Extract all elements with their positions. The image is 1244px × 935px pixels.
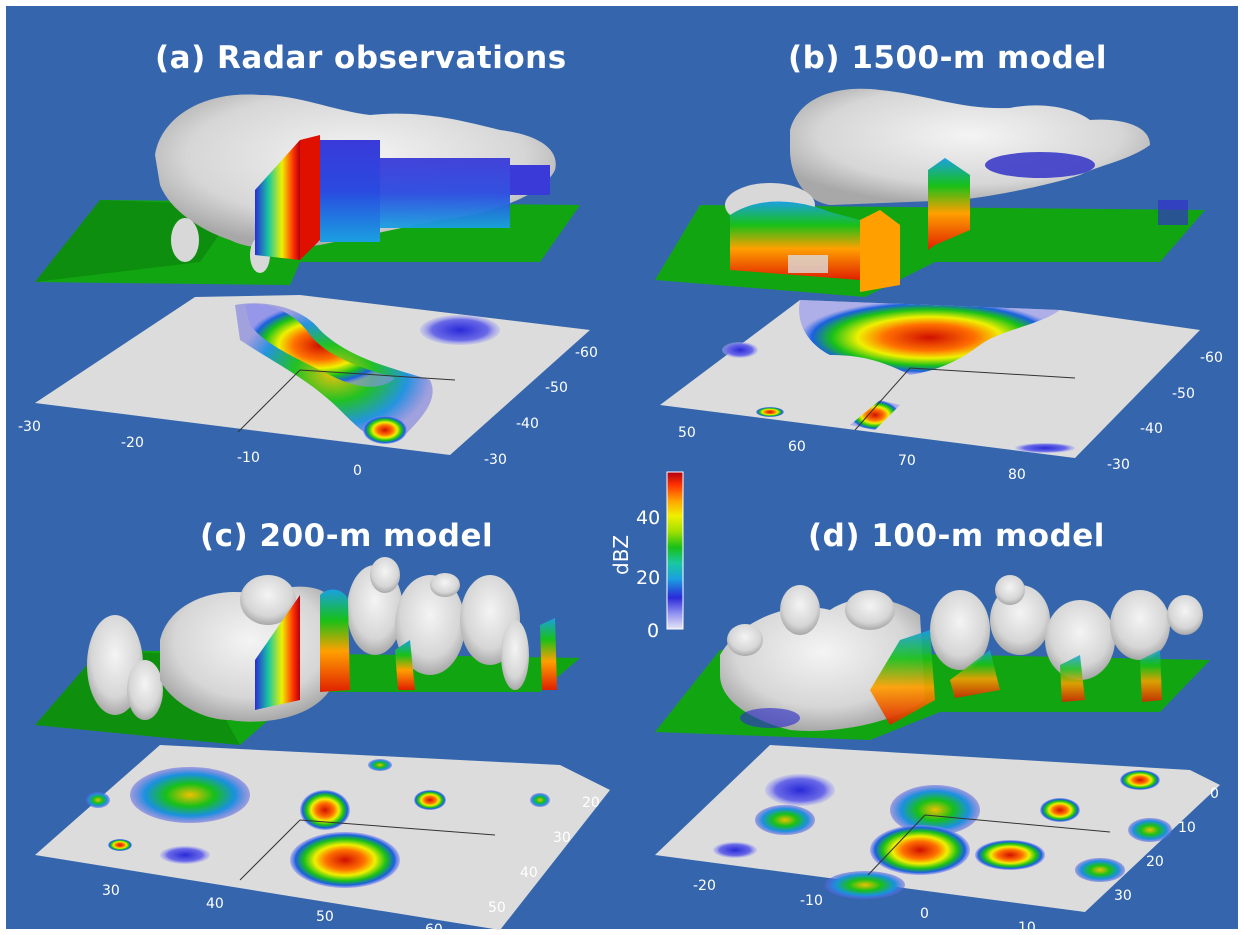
panel-c-xtick: 40 [206,896,224,912]
panel-d-xtick: 0 [920,906,929,922]
panel-b-section-right [928,158,970,250]
panel-b-ytick: -40 [1140,421,1163,437]
panel-d-clouds [720,575,1203,731]
panel-a: -30 -20 -10 0 -60 -50 -40 -30 [18,94,598,479]
panel-d-xtick: -20 [693,878,716,894]
panel-d-ytick: 10 [1178,820,1196,836]
colorbar-tick: 20 [636,567,660,589]
panel-c-title: (c) 200-m model [200,518,494,554]
colorbar: 0 20 40 dBZ [609,471,684,642]
panel-a-ytick: -60 [575,345,598,361]
panel-a-section-left [255,140,300,260]
panel-c-clouds [87,557,529,722]
panel-c-ytick: 50 [488,900,506,916]
panel-d-ytick: 30 [1114,888,1132,904]
panel-b-ytick: -30 [1107,457,1130,473]
panel-c-xtick: 50 [316,909,334,925]
panel-c: 30 40 50 60 20 30 40 50 [35,557,610,935]
colorbar-scale [666,471,684,630]
panel-c-xtick: 30 [102,883,120,899]
panel-c-ytick: 40 [520,865,538,881]
panel-a-xtick: -10 [237,450,260,466]
panel-b-ytick: -60 [1200,350,1223,366]
panel-c-ytick: 30 [553,830,571,846]
panel-c-xtick: 60 [425,922,443,935]
panel-d: -20 -10 0 10 0 10 20 30 [655,575,1220,935]
panel-d-xtick: -10 [800,893,823,909]
panel-b: 50 60 70 80 -60 -50 -40 -30 [655,88,1223,483]
panel-b-xtick: 80 [1008,467,1026,483]
panel-a-xtick: -20 [121,435,144,451]
panel-a-ytick: -30 [484,452,507,468]
panel-c-ytick: 20 [582,795,600,811]
colorbar-tick: 0 [647,620,659,642]
panel-b-xtick: 60 [788,439,806,455]
panel-c-section-right [320,589,350,692]
panel-b-xtick: 50 [678,425,696,441]
panel-d-ytick: 0 [1210,786,1219,802]
panel-b-ytick: -50 [1172,386,1195,402]
panel-a-section-right [320,140,380,242]
panel-d-title: (d) 100-m model [808,518,1105,554]
panel-a-xtick: -30 [18,419,41,435]
panel-a-title: (a) Radar observations [155,40,567,76]
panel-d-section-left [870,630,935,725]
panel-b-xtick: 70 [898,453,916,469]
panel-a-ytick: -50 [545,380,568,396]
panel-a-xtick: 0 [353,463,362,479]
panel-c-section-left [255,595,300,710]
panel-d-section-right [950,650,1000,698]
panel-d-xtick: 10 [1018,920,1036,935]
panel-d-ytick: 20 [1146,854,1164,870]
panel-b-title: (b) 1500-m model [788,40,1107,76]
colorbar-label: dBZ [609,535,633,575]
panel-b-floor [660,300,1200,458]
panel-a-ytick: -40 [516,416,539,432]
colorbar-tick: 40 [636,507,660,529]
